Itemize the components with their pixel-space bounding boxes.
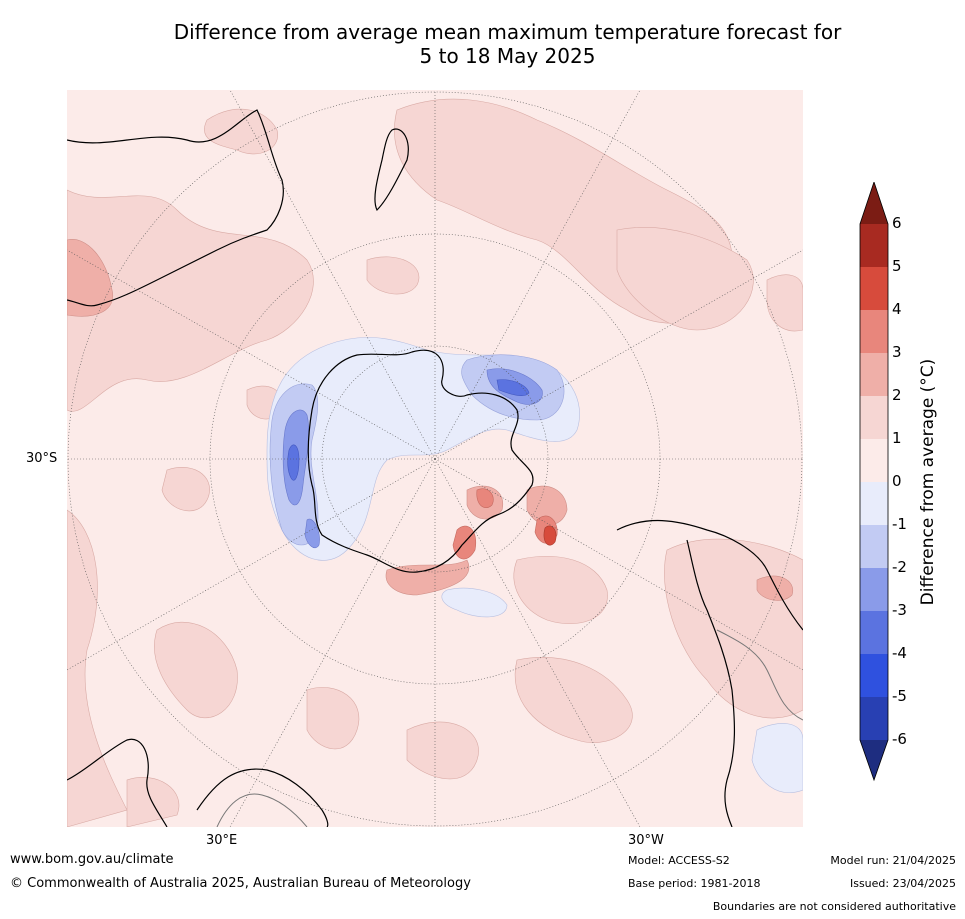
model-run-text: Model run: 21/04/2025 — [830, 854, 956, 867]
colorbar — [858, 180, 948, 782]
anomaly-map — [67, 90, 803, 827]
antarctica-coastline — [307, 349, 534, 573]
colorbar-segment — [860, 654, 888, 697]
colorbar-label: -1 — [892, 515, 907, 533]
colorbar-label: 5 — [892, 257, 902, 275]
new-zealand-coastline — [374, 128, 409, 212]
colorbar-segment — [860, 224, 888, 267]
model-text: Model: ACCESS-S2 — [628, 854, 730, 867]
longitude-label-30w: 30°W — [628, 833, 664, 848]
colorbar-segment — [860, 482, 888, 525]
colorbar-label: -5 — [892, 687, 907, 705]
colorbar-label: -4 — [892, 644, 907, 662]
copyright-text: © Commonwealth of Australia 2025, Austra… — [10, 876, 471, 891]
colorbar-extend-min — [860, 740, 888, 780]
disclaimer-text: Boundaries are not considered authoritat… — [712, 900, 956, 913]
colorbar-segment — [860, 697, 888, 740]
colorbar-segment — [860, 611, 888, 654]
map-title-line2: 5 to 18 May 2025 — [419, 44, 596, 68]
graticule — [67, 90, 803, 827]
colorbar-extend-max — [860, 182, 888, 224]
colorbar-segment — [860, 568, 888, 611]
colorbar-label: 2 — [892, 386, 902, 404]
colorbar-outline — [859, 180, 889, 782]
latitude-label-30s: 30°S — [26, 451, 58, 466]
africa-coastline — [67, 738, 329, 827]
base-period-text: Base period: 1981-2018 — [628, 877, 761, 890]
colorbar-label: 0 — [892, 472, 902, 490]
map-title-line1: Difference from average mean maximum tem… — [173, 20, 842, 44]
colorbar-label: 4 — [892, 300, 902, 318]
colorbar-label: -3 — [892, 601, 907, 619]
issued-text: Issued: 23/04/2025 — [849, 877, 956, 890]
colorbar-label: 3 — [892, 343, 902, 361]
longitude-label-30e: 30°E — [206, 833, 238, 848]
south-america-coastline — [616, 520, 803, 827]
australia-coastline — [67, 109, 284, 307]
anomaly-minus3-regions — [287, 379, 530, 481]
colorbar-label: 1 — [892, 429, 902, 447]
colorbar-segment — [860, 310, 888, 353]
colorbar-svg — [859, 180, 889, 782]
colorbar-segment — [860, 353, 888, 396]
colorbar-segment — [860, 439, 888, 482]
colorbar-label: 6 — [892, 214, 902, 232]
colorbar-label: -2 — [892, 558, 907, 576]
colorbar-title: Difference from average (°C) — [918, 358, 938, 606]
anomaly-plus2-regions — [67, 239, 794, 601]
colorbar-label: -6 — [892, 730, 907, 748]
colorbar-segment — [860, 525, 888, 568]
website-link[interactable]: www.bom.gov.au/climate — [10, 852, 174, 867]
south-america-borders — [716, 629, 803, 721]
colorbar-segment — [860, 267, 888, 310]
colorbar-segment — [860, 396, 888, 439]
africa-borders — [216, 793, 308, 827]
map-title: Difference from average mean maximum tem… — [0, 20, 965, 68]
anomaly-plus4-regions — [543, 525, 557, 546]
